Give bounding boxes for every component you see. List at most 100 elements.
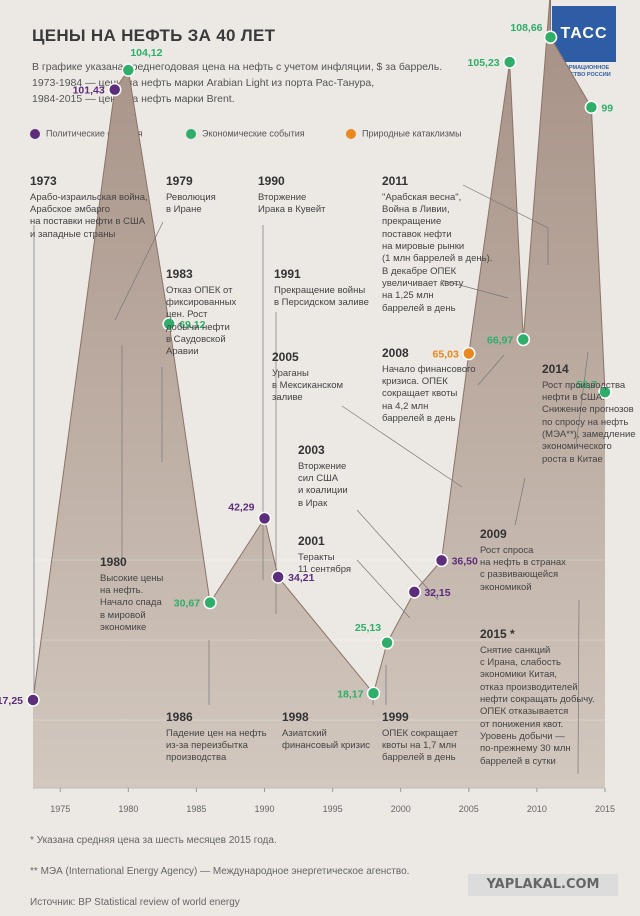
annotation-4: 1986 Падение цен на нефть из-за переизбытк… <box>166 710 267 765</box>
annotation-text: Прекращение войны <box>274 284 366 296</box>
annotation-14: 2014 Рост производства нефти в США. Снижени… <box>542 362 636 466</box>
value-label-2003-political: 36,50 <box>452 555 478 567</box>
annotation-year: 2009 <box>480 527 507 541</box>
legend-item-political: Политические события <box>30 128 143 139</box>
leader-line-10 <box>462 184 549 265</box>
annotation-year: 1980 <box>100 555 127 569</box>
annotation-6: 1991 Прекращение войны в Персидском заливе <box>274 267 369 309</box>
x-tick-label-2000: 2000 <box>391 804 411 814</box>
annotation-year: 1990 <box>258 174 285 188</box>
annotation-text: (1 млн баррелей в день). <box>382 253 493 265</box>
point-1999-economic <box>380 636 394 650</box>
annotation-text: Революция <box>166 191 216 203</box>
value-label-2009-economic: 66,97 <box>487 334 513 346</box>
annotation-text: квоты на 1,7 млн <box>382 739 457 751</box>
annotation-year: 1991 <box>274 267 301 281</box>
point-2014-economic <box>584 100 599 114</box>
value-label-2005-natural: 65,03 <box>433 349 459 361</box>
footnote-1-mark: * <box>30 835 34 846</box>
annotation-text: Арабское эмбарго <box>30 203 111 215</box>
annotation-text: Арабо-израильская война, <box>30 191 148 203</box>
legend-label-economic: Экономические события <box>202 128 305 139</box>
annotation-text: в Мексиканском <box>272 379 344 391</box>
annotation-year: 1973 <box>30 174 57 188</box>
annotation-text: финансовый кризис <box>282 739 371 751</box>
annotation-text: на поставки нефти в США <box>30 216 146 228</box>
annotation-text: в Саудовской <box>166 333 226 345</box>
annotation-text: Ирака в Кувейт <box>258 203 326 215</box>
annotation-year: 2005 <box>272 350 299 364</box>
annotation-text: Снятие санкций <box>480 644 551 656</box>
x-tick-label-2005: 2005 <box>459 804 479 814</box>
leader-line-6 <box>341 405 463 488</box>
annotation-text: на мировые рынки <box>382 240 465 252</box>
point-2003-political <box>434 553 449 568</box>
annotation-text: на нефть. <box>100 584 144 596</box>
annotation-text: Начало спада <box>100 597 162 609</box>
value-label-2001-political: 32,15 <box>424 587 450 599</box>
annotation-text: нефти сокращать добычу. <box>480 693 595 705</box>
legend-item-natural: Природные катаклизмы <box>346 128 462 139</box>
annotation-year: 1979 <box>166 174 193 188</box>
point-2009-economic <box>516 332 531 347</box>
leader-line-8 <box>356 559 411 619</box>
annotation-1: 1979 Революция в Иране <box>166 174 216 216</box>
price-area <box>33 0 605 788</box>
x-tick-label-1990: 1990 <box>255 804 275 814</box>
annotation-year: 2008 <box>382 346 409 360</box>
annotation-text: Вторжение <box>258 191 307 203</box>
annotation-text: фиксированных <box>166 296 237 308</box>
footnote-2-mark: ** <box>30 866 38 877</box>
leader-line-11 <box>477 354 505 386</box>
annotation-text: Азиатский <box>282 727 327 739</box>
annotation-text: в Ирак <box>298 497 328 509</box>
annotation-text: и западные страны <box>30 228 116 240</box>
footnote-2: ** МЭА (International Energy Agency) — М… <box>30 866 409 877</box>
point-1991-political <box>271 570 285 584</box>
footnote-1-text: Указана средняя цена за шесть месяцев 20… <box>36 835 277 846</box>
point-1979-political <box>107 82 122 97</box>
annotation-text: прекращение <box>382 216 442 228</box>
annotation-year: 1986 <box>166 710 193 724</box>
annotation-text: с Ирана, слабость <box>480 656 561 668</box>
x-tick-label-2010: 2010 <box>527 804 547 814</box>
x-tick-label-1995: 1995 <box>323 804 343 814</box>
x-tick-label-1985: 1985 <box>186 804 206 814</box>
value-label-1999-economic: 25,13 <box>355 622 381 634</box>
leader-line-7 <box>356 509 439 601</box>
legend-label-political: Политические события <box>46 128 143 139</box>
annotation-year: 2015 * <box>480 627 515 641</box>
annotation-text: по-прежнему 30 млн <box>480 743 571 755</box>
annotation-text: на 1,25 млн <box>382 290 434 302</box>
leader-line-14 <box>577 599 580 775</box>
annotation-text: экономики Китая, <box>480 669 558 681</box>
annotation-text: экономического <box>542 441 612 453</box>
source-text: Источник: BP Statistical review of world… <box>30 897 240 908</box>
annotation-text: Высокие цены <box>100 572 164 584</box>
value-label-2014-economic: 99 <box>601 102 613 114</box>
annotation-text: в Персидском заливе <box>274 296 369 308</box>
point-1986-economic <box>203 595 217 610</box>
value-label-1980-economic: 104,12 <box>130 47 162 59</box>
annotation-text: (МЭА**), замедление <box>542 428 636 440</box>
annotation-text: баррелей в день <box>382 752 456 764</box>
footnote-2-text: МЭА (International Energy Agency) — Межд… <box>40 866 410 877</box>
annotation-text: роста в Китае <box>542 453 603 465</box>
annotation-text: Снижение прогнозов <box>542 404 634 416</box>
leader-line-9 <box>440 279 509 299</box>
tass-logo: ТАСС ИНФОРМАЦИОННОЕ АГЕНТСТВО РОССИИ <box>552 6 616 79</box>
x-tick-label-1975: 1975 <box>50 804 70 814</box>
annotation-3: 1980 Высокие цены на нефть. Начало спада в м… <box>100 555 163 634</box>
annotation-text: В декабре ОПЕК <box>382 265 457 277</box>
annotation-text: экономике <box>100 621 147 633</box>
point-1998-economic <box>366 686 381 701</box>
annotation-text: Война в Ливии, <box>382 203 450 215</box>
footnote-1: * Указана средняя цена за шесть месяцев … <box>30 835 277 846</box>
annotation-text: экономикой <box>480 581 532 593</box>
annotation-year: 1998 <box>282 710 309 724</box>
annotation-15: 2009 Рост спроса на нефть в странах с разви… <box>480 527 566 594</box>
annotation-5: 1990 Вторжение Ирака в Кувейт <box>258 174 326 216</box>
annotation-text: и коалиции <box>298 485 348 497</box>
annotation-year: 1983 <box>166 267 193 281</box>
